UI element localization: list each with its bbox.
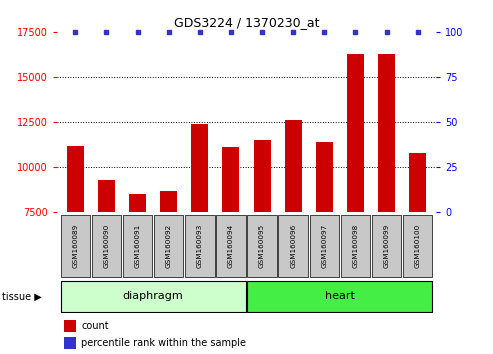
Point [71,29,79,35]
Bar [64,337,76,349]
Point [414,29,422,35]
Bar [92,216,121,276]
Bar [191,124,209,348]
Text: tissue ▶: tissue ▶ [2,291,42,302]
Text: GSM160096: GSM160096 [290,224,296,268]
Bar [284,120,302,348]
Text: diaphragm: diaphragm [123,291,183,302]
Bar [129,194,146,348]
Bar [185,216,214,276]
Text: GSM160094: GSM160094 [228,224,234,268]
Bar [279,216,308,276]
Text: GSM160093: GSM160093 [197,224,203,268]
Text: GSM160099: GSM160099 [384,224,389,268]
Bar [154,216,183,276]
Text: GSM160100: GSM160100 [415,224,421,268]
Point [134,29,141,35]
Text: GSM160098: GSM160098 [352,224,358,268]
Bar [123,216,152,276]
Bar [67,145,84,348]
Point [103,29,110,35]
Text: heart: heart [325,291,355,302]
Text: GSM160091: GSM160091 [135,224,141,268]
Bar [253,140,271,348]
Point [352,29,359,35]
Bar [341,216,370,276]
Point [289,29,297,35]
Text: GSM160090: GSM160090 [104,224,109,268]
Point [196,29,204,35]
Text: count: count [81,321,109,331]
Bar [378,53,395,348]
Bar [64,320,76,332]
Point [227,29,235,35]
Bar [247,281,432,312]
Text: GSM160089: GSM160089 [72,224,78,268]
Point [165,29,173,35]
Bar [216,216,246,276]
Text: GSM160092: GSM160092 [166,224,172,268]
Bar [98,180,115,348]
Bar [247,216,277,276]
Bar [61,216,90,276]
Title: GDS3224 / 1370230_at: GDS3224 / 1370230_at [174,16,319,29]
Point [258,29,266,35]
Text: GSM160095: GSM160095 [259,224,265,268]
Bar [61,281,246,312]
Bar [372,216,401,276]
Bar [316,142,333,348]
Bar [222,147,240,348]
Bar [160,191,177,348]
Bar [403,216,432,276]
Bar [347,53,364,348]
Bar [409,153,426,348]
Point [320,29,328,35]
Text: GSM160097: GSM160097 [321,224,327,268]
Bar [310,216,339,276]
Point [383,29,390,35]
Text: percentile rank within the sample: percentile rank within the sample [81,338,246,348]
